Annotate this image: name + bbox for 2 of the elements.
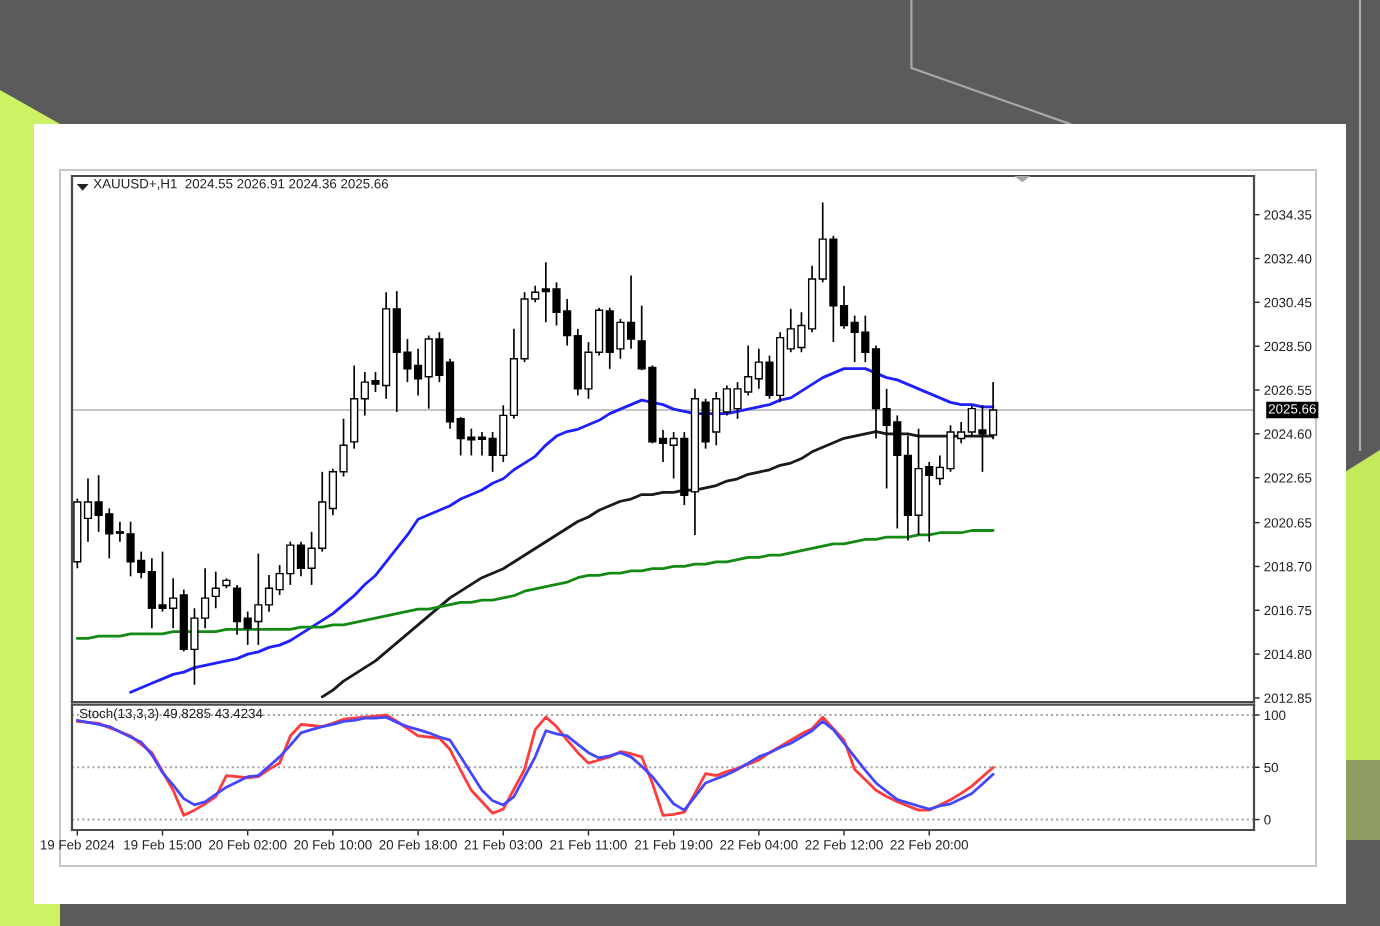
- candlestick: [211, 570, 220, 610]
- line-series: [129, 367, 995, 694]
